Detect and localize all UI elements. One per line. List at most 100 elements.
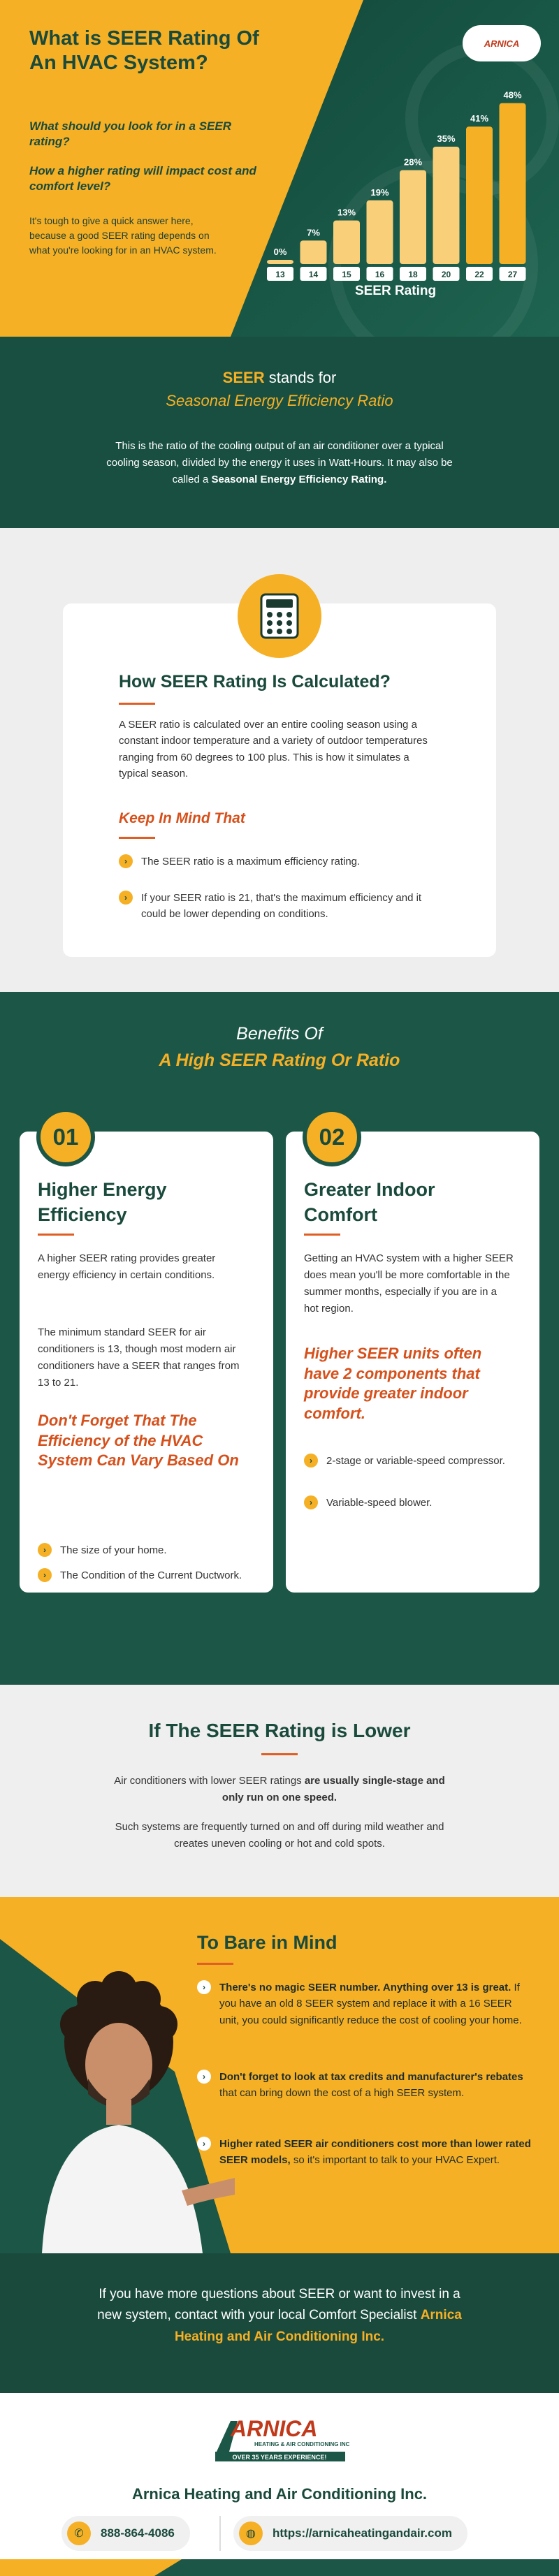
chart-bar	[499, 103, 526, 264]
bullet-text: If your SEER ratio is 21, that's the max…	[141, 892, 422, 921]
bar-value-label: 35%	[437, 133, 455, 144]
benefits-title-line1: Benefits Of	[236, 1024, 323, 1044]
globe-icon: ◍	[239, 2522, 263, 2545]
bare-item-rest: that can bring down the cost of a high S…	[219, 2087, 465, 2100]
calculator-icon	[238, 574, 321, 658]
bare-item-text: There's no magic SEER number. Anything o…	[219, 1979, 532, 2028]
chevron-right-icon: ›	[304, 1495, 318, 1509]
bullet-text: Variable-speed blower.	[326, 1497, 433, 1509]
list-item: › The size of your home.	[38, 1542, 247, 1558]
lower-rating-section: If The SEER Rating is Lower Air conditio…	[0, 1685, 559, 1897]
definition-bold: Seasonal Energy Efficiency Rating.	[211, 474, 387, 485]
phone-number: 888-864-4086	[101, 2526, 175, 2540]
chevron-right-icon: ›	[38, 1568, 52, 1582]
lower-text-bold: are usually single-stage and only run on…	[222, 1775, 445, 1803]
contact-body: If you have more questions about SEER or…	[97, 2287, 460, 2323]
bar-value-label: 41%	[470, 113, 488, 124]
bar-value-label: 13%	[337, 207, 356, 218]
x-tick-label: 18	[408, 270, 418, 279]
benefit-number-badge: 02	[303, 1108, 361, 1166]
website-url: https://arnicaheatingandair.com	[273, 2526, 452, 2540]
tick-label-bg	[433, 267, 460, 281]
chevron-right-icon: ›	[197, 2137, 211, 2151]
bare-item-bold: There's no magic SEER number. Anything o…	[219, 1982, 511, 1993]
bare-item-rest: so it's important to talk to your HVAC E…	[290, 2154, 500, 2167]
footer-section: ARNICA HEATING & AIR CONDITIONING INC. O…	[0, 2393, 559, 2576]
person-illustration	[42, 1971, 235, 2253]
list-item: › The SEER ratio is a maximum efficiency …	[119, 854, 440, 870]
calculation-section: How SEER Rating Is Calculated? A SEER ra…	[0, 528, 559, 992]
chart-bar	[466, 126, 493, 264]
benefits-section: Benefits Of A High SEER Rating Or Ratio …	[0, 992, 559, 1685]
bare-in-mind-section: To Bare in Mind › There's no magic SEER n…	[0, 1897, 559, 2253]
list-item: › If your SEER ratio is 21, that's the ma…	[119, 890, 440, 923]
bare-in-mind-title: To Bare in Mind	[197, 1932, 337, 1953]
bullet-text: 2-stage or variable-speed compressor.	[326, 1455, 505, 1467]
bar-value-label: 28%	[404, 157, 422, 168]
chart-bar	[333, 220, 360, 264]
list-item: › There's no magic SEER number. Anything …	[197, 1979, 532, 2028]
list-item: › Don't forget to look at tax credits and…	[197, 2069, 532, 2102]
chevron-right-icon: ›	[197, 2070, 211, 2084]
x-tick-label: 15	[342, 270, 351, 279]
bar-value-label: 48%	[503, 90, 521, 101]
benefit-text-2: The minimum standard SEER for air condit…	[38, 1326, 240, 1389]
benefit-highlight: Higher SEER units often have 2 component…	[304, 1345, 482, 1422]
tick-label-bg	[267, 267, 293, 281]
list-item: › 2-stage or variable-speed compressor.	[304, 1453, 514, 1469]
page-title: What is SEER Rating Of An HVAC System?	[29, 27, 259, 75]
lower-rating-text-1: Air conditioners with lower SEER ratings…	[105, 1773, 454, 1806]
benefit-underline	[38, 1234, 74, 1236]
x-tick-label: 20	[442, 270, 451, 279]
lower-rating-text-2: Such systems are frequently turned on an…	[115, 1821, 444, 1850]
bullet-text: The size of your home.	[60, 1544, 167, 1556]
logo-text: ARNICA	[484, 38, 520, 49]
calculation-card: How SEER Rating Is Calculated? A SEER ra…	[63, 603, 496, 957]
chart-bar	[366, 200, 393, 264]
footer-strip-accent	[0, 2559, 182, 2576]
benefit-underline	[304, 1234, 340, 1236]
list-item: › Variable-speed blower.	[304, 1495, 514, 1511]
tick-label-bg	[400, 267, 426, 281]
logo-sub-text: HEATING & AIR CONDITIONING INC.	[254, 2441, 349, 2447]
website-link[interactable]: ◍ https://arnicaheatingandair.com	[233, 2516, 467, 2551]
company-logo[interactable]: ARNICA HEATING & AIR CONDITIONING INC. O…	[210, 2408, 349, 2464]
bare-item-text: Higher rated SEER air conditioners cost …	[219, 2136, 532, 2169]
phone-link[interactable]: ✆ 888-864-4086	[61, 2516, 190, 2551]
bar-value-label: 7%	[307, 227, 320, 237]
x-tick-label: 22	[474, 270, 484, 279]
calculator-graphic	[260, 593, 299, 639]
lower-rating-title: If The SEER Rating is Lower	[148, 1720, 411, 1741]
hero-question-2: How a higher rating will impact cost and…	[29, 164, 256, 193]
logo-tagline: OVER 35 YEARS EXPERIENCE!	[233, 2454, 327, 2461]
benefits-title-line2: A High SEER Rating Or Ratio	[159, 1051, 400, 1070]
chart-bar	[433, 147, 460, 264]
tick-label-bg	[499, 267, 526, 281]
calculation-text: A SEER ratio is calculated over an entir…	[119, 719, 428, 780]
chevron-right-icon: ›	[197, 1980, 211, 1994]
header-logo[interactable]: ARNICA	[463, 25, 541, 61]
tick-label-bg	[366, 267, 393, 281]
chevron-right-icon: ›	[304, 1454, 318, 1468]
seer-definition-text: This is the ratio of the cooling output …	[105, 438, 454, 488]
tick-label-bg	[333, 267, 360, 281]
keep-underline	[119, 837, 155, 839]
bar-value-label: 0%	[274, 247, 287, 257]
benefit-card-1: 01 Higher Energy Efficiency A higher SEE…	[20, 1108, 273, 1593]
stands-for-text: stands for	[264, 369, 337, 386]
x-axis-label: SEER Rating	[355, 284, 436, 298]
seer-accent: SEER	[222, 369, 265, 386]
benefit-title: Higher Energy Efficiency	[38, 1179, 167, 1225]
bare-item-rest: If you have an old 8 SEER system and rep…	[219, 1982, 522, 2026]
benefit-text-1: A higher SEER rating provides greater en…	[38, 1252, 216, 1281]
bullet-text: The Condition of the Current Ductwork.	[60, 1569, 242, 1581]
chevron-right-icon: ›	[119, 891, 133, 905]
calculation-title: How SEER Rating Is Calculated?	[119, 672, 391, 691]
hero-question-1: What should you look for in a SEER ratin…	[29, 119, 232, 148]
chart-bar	[267, 260, 293, 264]
seer-bar-chart: 0% 13 7% 14 13% 15 19% 16 28% 18 35% 20 41% 22 48% 27 SE…	[267, 90, 526, 298]
benefit-card-2: 02 Greater Indoor Comfort Getting an HVA…	[286, 1108, 539, 1593]
definition-body: This is the ratio of the cooling output …	[106, 440, 453, 485]
bar-value-label: 19%	[370, 187, 389, 198]
bare-item-text: Don't forget to look at tax credits and …	[219, 2069, 532, 2102]
